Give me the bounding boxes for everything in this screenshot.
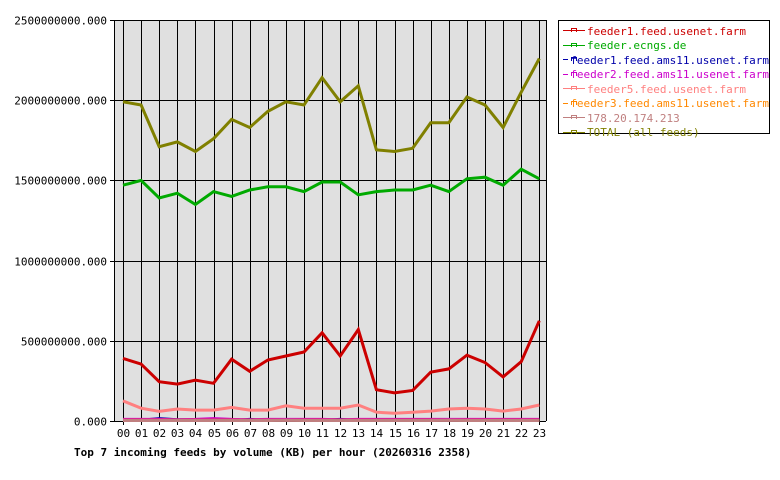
x-tick-label: 18 [443, 427, 456, 440]
legend-item: feeder5.feed.usenet.farm [563, 82, 769, 97]
x-tick-label: 11 [316, 427, 329, 440]
legend-label: feeder1.feed.usenet.farm [587, 24, 746, 38]
x-tick-label: 04 [189, 427, 203, 440]
legend-line-marker-icon [563, 114, 585, 122]
x-tick-label: 15 [389, 427, 402, 440]
x-tick-label: 19 [461, 427, 474, 440]
x-tick-label: 09 [280, 427, 293, 440]
x-tick-label: 23 [533, 427, 546, 440]
legend-item: feeder.ecngs.de [563, 39, 769, 54]
x-tick-label: 07 [244, 427, 257, 440]
legend-label: 178.20.174.213 [587, 111, 680, 125]
x-tick-label: 01 [135, 427, 148, 440]
legend-label: feeder.ecngs.de [587, 39, 687, 53]
series-line [122, 167, 541, 207]
x-tick-label: 16 [407, 427, 420, 440]
legend-line-marker-icon [563, 129, 585, 137]
x-axis: 00 01 02 03 04 05 06 07 08 09 10 11 12 13 14 15 16 17 18 19… [117, 421, 546, 440]
legend: feeder1.feed.usenet.farm feeder.ecngs.de f… [558, 20, 770, 139]
x-tick-label: 10 [298, 427, 311, 440]
series-lines [122, 57, 541, 423]
legend-label: feeder3.feed.ams11.usenet.farm [570, 97, 769, 111]
legend-item: feeder2.feed.ams11.usenet.farm [563, 68, 769, 83]
y-tick-label: 2500000000.000 [14, 15, 107, 28]
legend-label: feeder2.feed.ams11.usenet.farm [570, 68, 769, 82]
x-tick-label: 02 [153, 427, 166, 440]
y-tick-label: 1500000000.000 [14, 175, 107, 188]
series-line [122, 399, 540, 415]
legend-label: TOTAL (all feeds) [587, 126, 700, 140]
x-tick-label: 14 [370, 427, 384, 440]
series-line [122, 57, 541, 154]
legend-line-marker-icon [563, 27, 585, 35]
x-tick-label: 06 [226, 427, 239, 440]
x-tick-label: 22 [515, 427, 528, 440]
chart-title: Top 7 incoming feeds by volume (KB) per … [74, 446, 471, 459]
y-axis: 0.000 500000000.000 1000000000.000 15000000… [14, 15, 114, 429]
legend-line-marker-icon [563, 42, 585, 50]
legend-label: feeder1.feed.ams11.usenet.farm [570, 53, 769, 67]
legend-item: feeder1.feed.usenet.farm [563, 24, 769, 39]
legend-line-marker-icon [563, 71, 577, 79]
x-tick-label: 13 [352, 427, 365, 440]
legend-line-marker-icon [563, 100, 577, 108]
x-tick-label: 03 [171, 427, 184, 440]
x-tick-label: 00 [117, 427, 130, 440]
x-tick-label: 12 [334, 427, 347, 440]
x-tick-label: 20 [479, 427, 492, 440]
y-tick-label: 2000000000.000 [14, 95, 107, 108]
x-tick-label: 17 [425, 427, 438, 440]
series-line [122, 320, 541, 395]
x-tick-label: 05 [208, 427, 221, 440]
y-tick-label: 1000000000.000 [14, 256, 107, 269]
legend-label: feeder5.feed.usenet.farm [587, 82, 746, 96]
legend-item: feeder1.feed.ams11.usenet.farm [563, 53, 769, 68]
y-tick-label: 0.000 [74, 416, 107, 429]
y-tick-label: 500000000.000 [21, 336, 107, 349]
x-tick-label: 08 [262, 427, 275, 440]
legend-line-marker-icon [563, 85, 585, 93]
legend-item: TOTAL (all feeds) [563, 126, 769, 141]
legend-line-marker-icon [563, 56, 577, 64]
x-tick-label: 21 [497, 427, 510, 440]
legend-item: 178.20.174.213 [563, 111, 769, 126]
legend-item: feeder3.feed.ams11.usenet.farm [563, 97, 769, 112]
